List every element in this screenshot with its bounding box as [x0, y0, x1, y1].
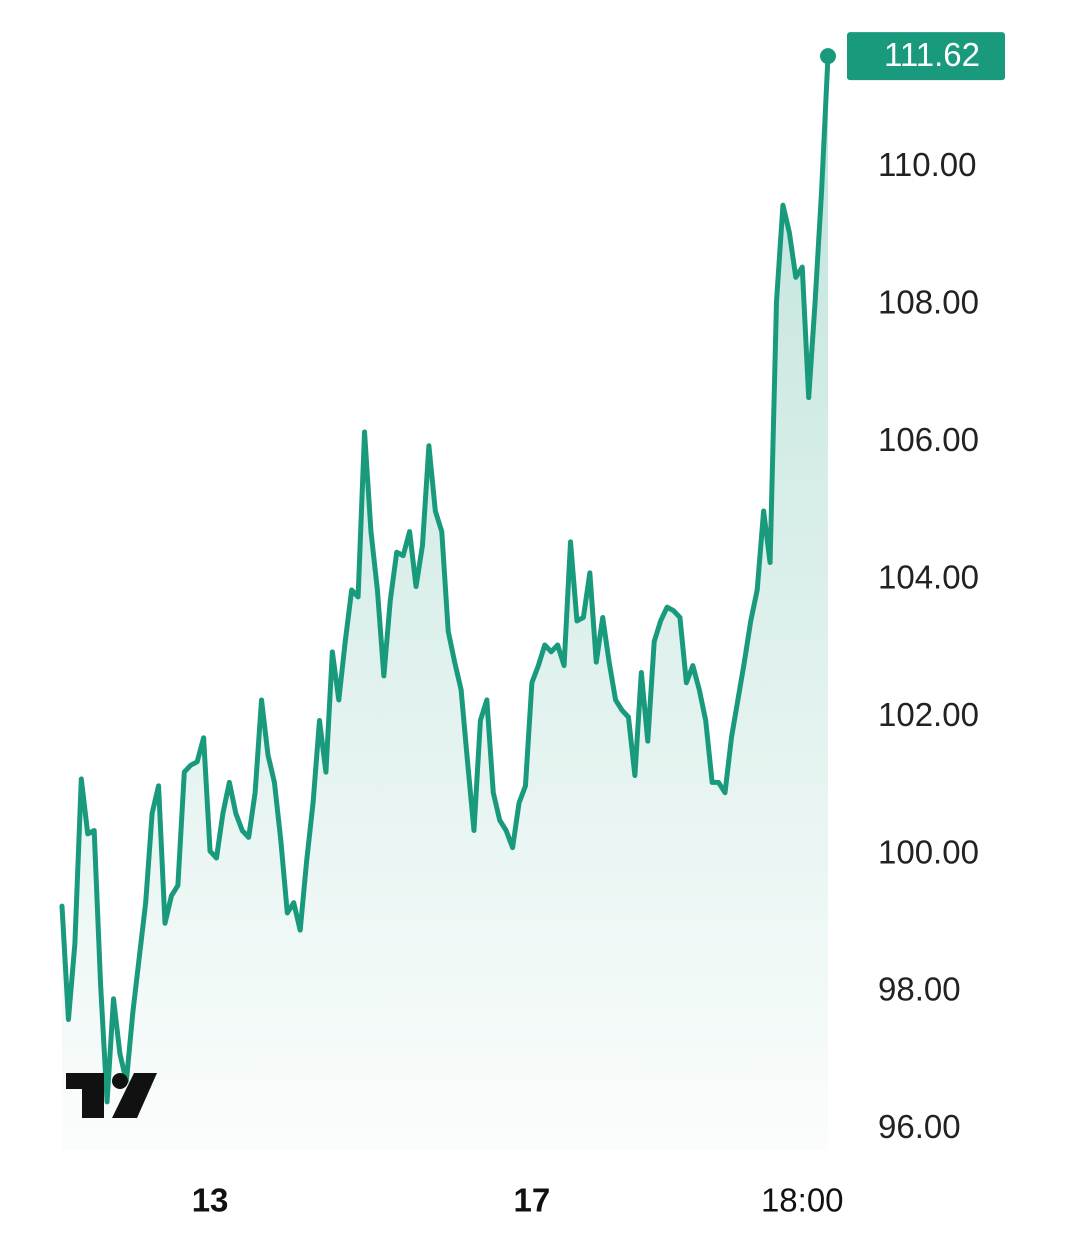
x-tick-label: 17: [514, 1182, 551, 1219]
y-tick-label: 106.00: [878, 421, 979, 458]
y-tick-label: 96.00: [878, 1108, 961, 1145]
y-tick-label: 110.00: [878, 146, 976, 183]
plot: 96.00 98.00 100.00 102.00 104.00 106.00 108.00…: [59, 32, 1005, 1219]
price-tag: [847, 32, 1005, 81]
price-tag-label: 111.62: [884, 36, 980, 73]
y-tick-label: 108.00: [878, 284, 979, 321]
y-tick-label: 102.00: [878, 696, 979, 733]
tradingview-logo: [66, 1073, 157, 1118]
y-tick-label: 98.00: [878, 971, 961, 1008]
y-tick-label: 100.00: [878, 833, 979, 870]
price-line: [59, 53, 831, 1105]
y-tick-label: 104.00: [878, 558, 979, 595]
x-tick-label: 13: [192, 1182, 229, 1219]
last-point: [820, 48, 836, 65]
x-tick-label: 18:00: [761, 1182, 844, 1219]
